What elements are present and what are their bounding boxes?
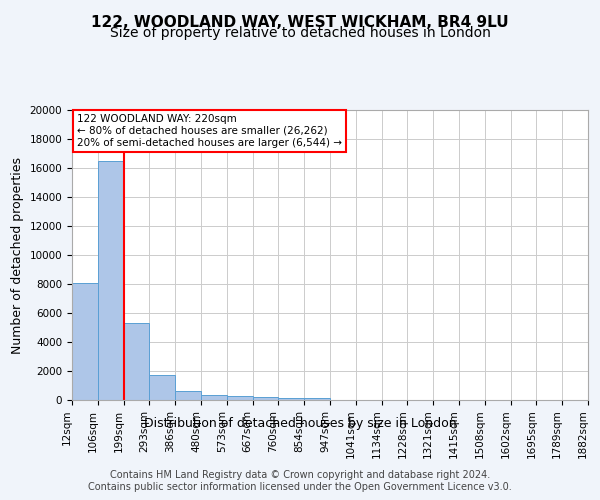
Bar	[304, 398, 330, 400]
Bar	[98, 161, 124, 400]
Bar	[227, 396, 253, 400]
Text: Contains public sector information licensed under the Open Government Licence v3: Contains public sector information licen…	[88, 482, 512, 492]
Bar	[72, 282, 98, 400]
Text: 122, WOODLAND WAY, WEST WICKHAM, BR4 9LU: 122, WOODLAND WAY, WEST WICKHAM, BR4 9LU	[91, 15, 509, 30]
Text: Distribution of detached houses by size in London: Distribution of detached houses by size …	[143, 418, 457, 430]
Bar	[253, 397, 278, 400]
Text: 122 WOODLAND WAY: 220sqm
← 80% of detached houses are smaller (26,262)
20% of se: 122 WOODLAND WAY: 220sqm ← 80% of detach…	[77, 114, 342, 148]
Bar	[149, 374, 175, 400]
Text: Size of property relative to detached houses in London: Size of property relative to detached ho…	[110, 26, 490, 40]
Text: Contains HM Land Registry data © Crown copyright and database right 2024.: Contains HM Land Registry data © Crown c…	[110, 470, 490, 480]
Bar	[175, 390, 201, 400]
Bar	[201, 395, 227, 400]
Y-axis label: Number of detached properties: Number of detached properties	[11, 156, 24, 354]
Bar	[124, 323, 149, 400]
Bar	[278, 398, 304, 400]
